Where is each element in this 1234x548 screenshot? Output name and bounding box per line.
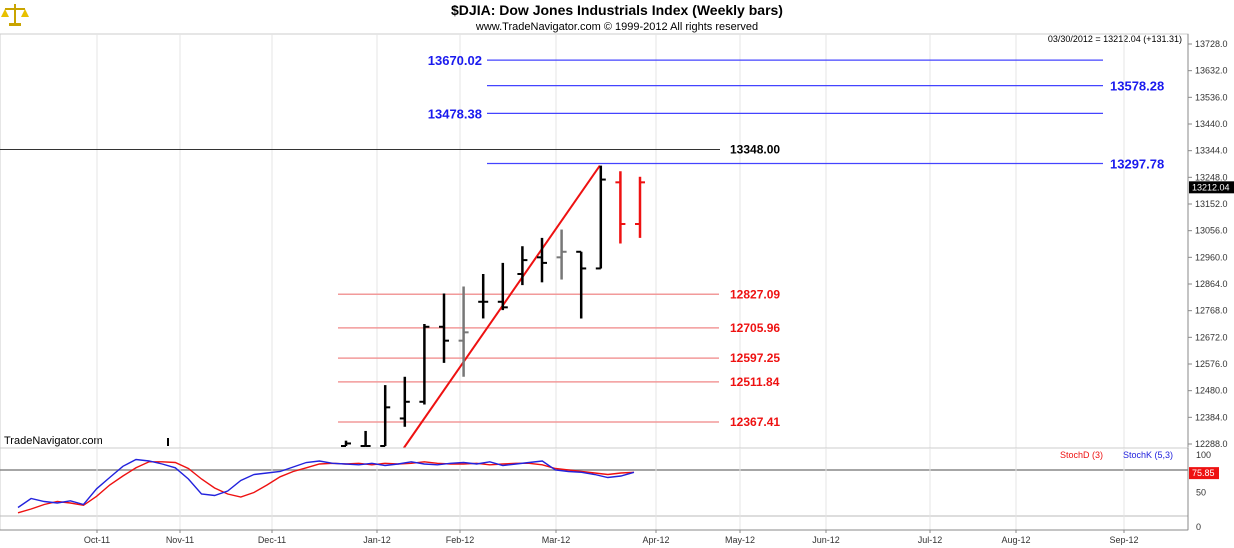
stochastic-lines xyxy=(17,458,635,514)
stochastic-series-line xyxy=(17,458,635,509)
price-tick-label: 12384.0 xyxy=(1195,412,1228,422)
price-tick-label: 12480.0 xyxy=(1195,386,1228,396)
price-tick-label: 13536.0 xyxy=(1195,92,1228,102)
price-tick-label: 12288.0 xyxy=(1195,439,1228,449)
x-tick-label: Dec-11 xyxy=(258,535,286,545)
stochastic-tick-label: 100 xyxy=(1196,450,1211,460)
stochastic-value-label: 75.85 xyxy=(1192,468,1215,478)
scales-logo-icon xyxy=(1,4,29,26)
stochastic-grid xyxy=(0,448,1188,530)
price-bar xyxy=(615,171,626,244)
x-tick-label: Jan-12 xyxy=(363,535,391,545)
price-tick-label: 13440.0 xyxy=(1195,119,1228,129)
projection-level-label: 13670.02 xyxy=(428,53,482,68)
retracement-level-label: 12705.96 xyxy=(730,321,780,335)
stochastic-value-box xyxy=(1189,467,1219,480)
price-levels: 13670.02 13578.28 13478.38 13297.78 13348.00… xyxy=(0,53,1164,429)
price-bar xyxy=(439,293,449,363)
quote-readout: 03/30/2012 = 13212.04 (+131.31) xyxy=(1048,34,1182,44)
projection-level-label: 13578.28 xyxy=(1110,79,1164,94)
price-bar xyxy=(595,165,606,270)
price-bar xyxy=(380,385,391,447)
price-tick-label: 13632.0 xyxy=(1195,66,1228,76)
chart-title: $DJIA: Dow Jones Industrials Index (Week… xyxy=(451,2,783,18)
price-tick-label: 12864.0 xyxy=(1195,279,1228,289)
x-axis: Oct-11 Nov-11 Dec-11 Jan-12 Feb-12 Mar-12 Apr-… xyxy=(0,529,1188,545)
stochastic-series-line xyxy=(17,461,635,514)
price-tick-label: 13056.0 xyxy=(1195,226,1228,236)
last-price-label: 13212.04 xyxy=(1192,182,1230,192)
price-panel-frame xyxy=(0,33,1189,449)
stochastic-tick-label: 50 xyxy=(1196,488,1206,498)
price-bar xyxy=(517,246,528,286)
retracement-level-label: 12827.09 xyxy=(730,287,780,301)
resistance-level-label: 13348.00 xyxy=(730,143,780,157)
price-tick-label: 12576.0 xyxy=(1195,359,1228,369)
stochastic-axis: 0 50 100 75.85 xyxy=(1187,448,1219,532)
x-tick-label: Nov-11 xyxy=(166,535,194,545)
price-tick-label: 13248.0 xyxy=(1195,172,1228,182)
stochastic-panel-frame xyxy=(0,447,1189,531)
price-bar xyxy=(635,176,645,238)
price-tick-label: 13344.0 xyxy=(1195,146,1228,156)
price-bar xyxy=(576,250,587,319)
price-bar xyxy=(478,274,489,319)
legend-stochk: StochK (5,3) xyxy=(1123,450,1173,460)
price-bar xyxy=(537,237,547,283)
price-bar xyxy=(497,262,508,311)
price-tick-label: 12960.0 xyxy=(1195,252,1228,262)
price-axis: 12288.0 12384.0 12480.0 12576.0 12672.0 12768… xyxy=(1187,34,1234,449)
watermark-text: TradeNavigator.com xyxy=(4,435,103,447)
x-tick-label: Aug-12 xyxy=(1001,535,1030,545)
price-bar xyxy=(360,430,371,447)
price-tick-label: 12672.0 xyxy=(1195,332,1228,342)
retracement-level-label: 12511.84 xyxy=(730,375,780,389)
price-bars xyxy=(167,165,645,447)
x-tick-label: Jun-12 xyxy=(812,535,840,545)
price-bar xyxy=(341,440,351,447)
x-tick-label: Jul-12 xyxy=(918,535,943,545)
price-tick-label: 12768.0 xyxy=(1195,306,1228,316)
x-tick-label: May-12 xyxy=(725,535,755,545)
projection-level-label: 13297.78 xyxy=(1110,157,1164,172)
legend-stochd: StochD (3) xyxy=(1060,450,1103,460)
x-tick-label: Sep-12 xyxy=(1109,535,1138,545)
last-price-box xyxy=(1189,181,1234,194)
stochastic-panel: 0 50 100 75.85 StochD (3) StochK (5,3) xyxy=(0,447,1219,532)
retracement-level-label: 12597.25 xyxy=(730,351,780,365)
price-panel: 13670.02 13578.28 13478.38 13297.78 13348.00… xyxy=(0,33,1234,449)
price-tick-label: 13728.0 xyxy=(1195,39,1228,49)
x-tick-label: Oct-11 xyxy=(84,535,110,545)
stochastic-tick-label: 0 xyxy=(1196,522,1201,532)
x-tick-label: Feb-12 xyxy=(446,535,475,545)
x-tick-label: Apr-12 xyxy=(642,535,669,545)
x-tick-label: Mar-12 xyxy=(542,535,571,545)
price-bar xyxy=(419,324,430,405)
price-grid xyxy=(96,34,1125,448)
retracement-level-label: 12367.41 xyxy=(730,415,780,429)
price-bar xyxy=(399,376,410,427)
copyright-text: www.TradeNavigator.com © 1999-2012 All r… xyxy=(475,21,758,33)
price-bar xyxy=(556,229,567,280)
price-bar xyxy=(458,286,469,377)
projection-level-label: 13478.38 xyxy=(428,106,482,121)
price-tick-label: 13152.0 xyxy=(1195,199,1228,209)
header: $DJIA: Dow Jones Industrials Index (Week… xyxy=(1,2,1182,447)
